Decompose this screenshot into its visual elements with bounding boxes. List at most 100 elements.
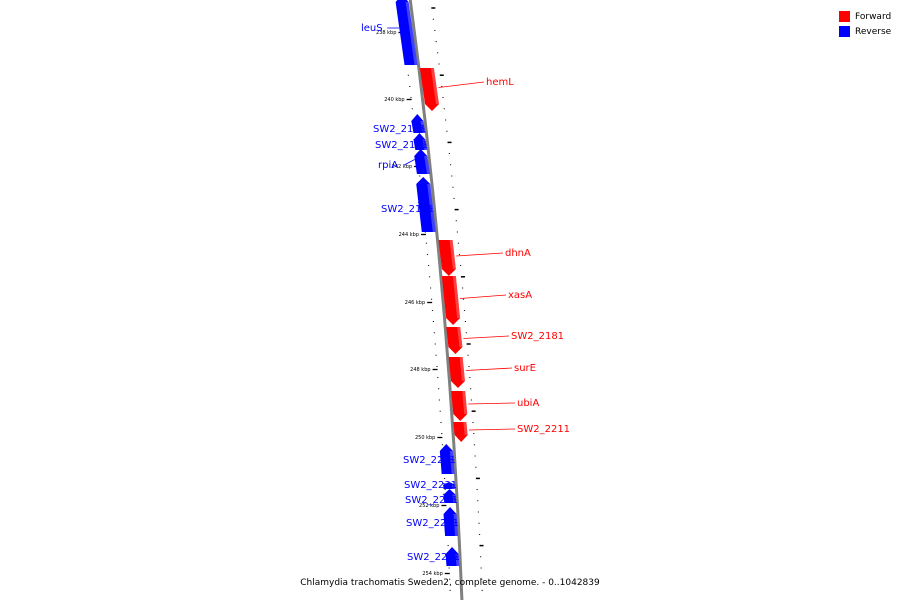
gene-heml[interactable]: hemL	[419, 68, 514, 111]
gene-sw2-2261[interactable]: SW2_2261	[407, 547, 460, 566]
forward-swatch	[839, 11, 850, 22]
gene-sw2-2251[interactable]: SW2_2251	[406, 507, 459, 536]
gene-sw2-2151[interactable]: SW2_2151	[381, 177, 436, 232]
gene-arrow-highlight	[405, 2, 418, 65]
gene-label: SW2_2221	[403, 455, 456, 466]
gene-label: dhnA	[505, 248, 531, 259]
tick-marks: 238 kbp 240 kbp 242 kbp 244 kbp 246 kbp 248 k…	[376, 7, 484, 591]
tick-label: 254 kbp	[422, 571, 442, 577]
gene-label: SW2_2181	[511, 331, 564, 342]
gene-arrow-highlight	[457, 327, 463, 347]
gene-arrow-highlight	[449, 451, 455, 474]
tick-label: 246 kbp	[405, 300, 425, 306]
gene-arrow[interactable]	[443, 489, 457, 503]
gene-label: SW2_2261	[407, 552, 460, 563]
tick-label: 252 kbp	[419, 503, 439, 509]
gene-label: leuS	[361, 23, 383, 34]
gene-xasa[interactable]: xasA	[441, 276, 532, 325]
gene-leader-line	[460, 294, 507, 299]
gene-arrow[interactable]	[413, 133, 428, 150]
gene-ubia[interactable]: ubiA	[451, 391, 539, 421]
gene-arrow-highlight	[453, 514, 459, 536]
gene-sw2-2181[interactable]: SW2_2181	[446, 327, 564, 354]
gene-arrow[interactable]	[446, 327, 463, 354]
gene-arrow[interactable]	[448, 357, 465, 388]
gene-leader-line	[456, 252, 504, 257]
genome-backbone	[408, 0, 464, 600]
gene-sw2-2211[interactable]: SW2_2211	[453, 422, 570, 442]
gene-features: leuS hemL SW2_2121 SW2_2131 rpiA SW2_2151 dhnA…	[361, 0, 570, 566]
tick-label: 240 kbp	[384, 97, 404, 103]
gene-arrow[interactable]	[438, 240, 456, 276]
gene-leader-line	[443, 519, 458, 524]
gene-label: ubiA	[517, 398, 539, 409]
gene-label: surE	[514, 363, 536, 374]
tick-label: 250 kbp	[415, 435, 435, 441]
legend-label-forward: Forward	[855, 11, 892, 22]
gene-label: SW2_2211	[517, 424, 570, 435]
gene-arrow[interactable]	[453, 422, 468, 442]
gene-leader-line	[404, 159, 415, 166]
gene-arrow[interactable]	[416, 177, 436, 232]
gene-leader-line	[469, 428, 516, 431]
gene-arrow[interactable]	[451, 391, 468, 421]
gene-arrow[interactable]	[445, 547, 460, 566]
gene-label: SW2_2131	[375, 140, 428, 151]
gene-leader-line	[465, 367, 513, 371]
gene-arrow-highlight	[462, 391, 468, 414]
gene-arrow[interactable]	[411, 114, 426, 133]
legend-item-forward: Forward	[839, 9, 891, 24]
gene-arrow[interactable]	[414, 149, 430, 174]
gene-arrow-highlight	[424, 156, 430, 174]
gene-sw2-2231[interactable]: SW2_2231	[404, 480, 457, 491]
gene-sw2-2221[interactable]: SW2_2221	[403, 444, 456, 474]
gene-arrow[interactable]	[395, 0, 418, 65]
gene-label: SW2_2121	[373, 124, 426, 135]
tick-label: 244 kbp	[399, 232, 419, 238]
gene-leader-line	[439, 456, 455, 461]
gene-arrow-highlight	[459, 357, 465, 381]
gene-label: SW2_2251	[406, 518, 459, 529]
gene-leader-line	[442, 493, 457, 501]
gene-arrow-highlight	[420, 121, 426, 133]
tick-label: 248 kbp	[410, 367, 430, 373]
gene-arrow[interactable]	[439, 444, 455, 474]
gene-arrow[interactable]	[419, 68, 439, 111]
gene-leader-line	[417, 202, 433, 210]
gene-arrow-highlight	[427, 184, 436, 232]
tick-label: 242 kbp	[392, 164, 412, 170]
gene-arrow-highlight	[452, 276, 461, 318]
gene-arrow[interactable]	[441, 276, 461, 325]
gene-label: rpiA	[378, 160, 398, 171]
gene-leader-line	[444, 554, 459, 558]
legend: Forward Reverse	[839, 9, 891, 39]
gene-leus[interactable]: leuS	[361, 0, 418, 65]
gene-leader-line	[442, 483, 456, 486]
gene-label: xasA	[508, 290, 532, 301]
gene-sw2-2121[interactable]: SW2_2121	[373, 114, 426, 135]
gene-leader-line	[413, 139, 427, 146]
gene-sure[interactable]: surE	[448, 357, 536, 388]
gene-leader-line	[463, 335, 510, 339]
gene-arrow-highlight	[449, 240, 456, 269]
gene-sw2-2241[interactable]: SW2_2241	[405, 489, 458, 506]
gene-label: SW2_2241	[405, 495, 458, 506]
gene-arrow-highlight	[430, 68, 439, 104]
gene-arrow-highlight	[452, 484, 456, 489]
gene-arrow-highlight	[422, 139, 428, 150]
gene-leader-line	[438, 81, 485, 88]
gene-label: SW2_2151	[381, 204, 434, 215]
gene-arrow-highlight	[463, 422, 468, 435]
genome-caption: Chlamydia trachomatis Sweden2, complete …	[300, 578, 600, 588]
gene-leader-line	[411, 121, 425, 130]
tick-label: 238 kbp	[376, 30, 396, 36]
gene-label: hemL	[486, 77, 514, 88]
gene-sw2-2131[interactable]: SW2_2131	[375, 133, 428, 151]
legend-item-reverse: Reverse	[839, 24, 891, 39]
reverse-swatch	[839, 26, 850, 37]
gene-rpia[interactable]: rpiA	[378, 149, 430, 174]
gene-dhna[interactable]: dhnA	[438, 240, 531, 276]
legend-label-reverse: Reverse	[855, 26, 892, 37]
gene-label: SW2_2231	[404, 480, 457, 491]
